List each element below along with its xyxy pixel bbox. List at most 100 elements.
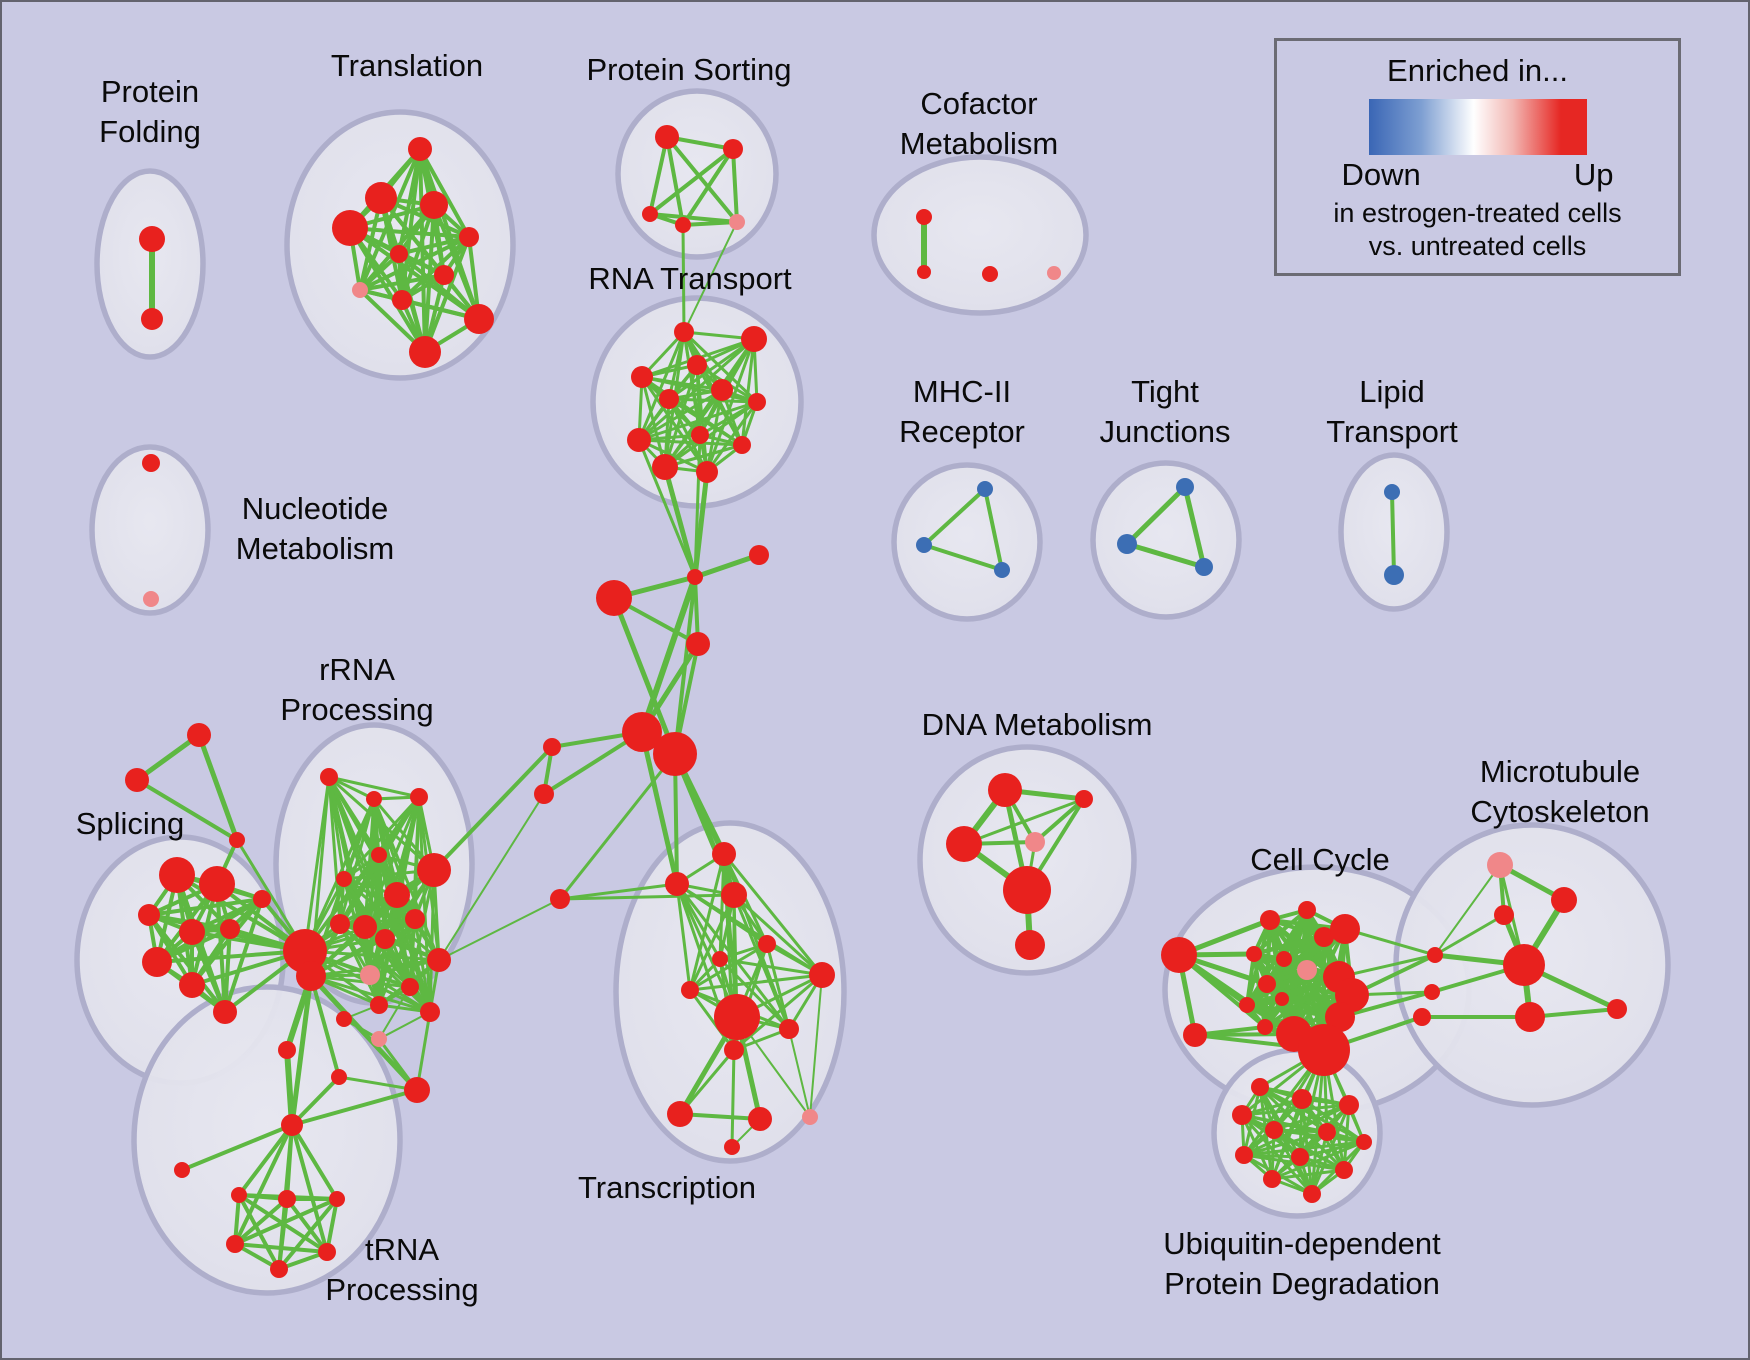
node[interactable] [1239,997,1255,1013]
node[interactable] [1607,999,1627,1019]
edge[interactable] [648,147,735,216]
node[interactable] [1318,1123,1336,1141]
node[interactable] [1195,558,1213,576]
edge[interactable] [432,745,554,872]
node[interactable] [1275,992,1289,1006]
edge[interactable] [672,751,737,898]
edge[interactable] [1176,952,1297,1037]
edge[interactable] [290,1123,339,1201]
edge[interactable] [400,235,471,302]
edge[interactable] [428,868,436,1014]
edge[interactable] [237,1123,294,1197]
edge[interactable] [788,1028,811,1118]
edge[interactable] [395,893,412,989]
edge[interactable] [558,752,677,901]
node[interactable] [642,206,658,222]
node[interactable] [1117,534,1137,554]
node[interactable] [278,1041,296,1059]
node[interactable] [667,1101,693,1127]
node[interactable] [1330,914,1360,944]
node[interactable] [179,972,205,998]
edge[interactable] [277,1197,339,1271]
node[interactable] [675,217,691,233]
node[interactable] [329,1191,345,1207]
node[interactable] [1325,1002,1355,1032]
edge[interactable] [1033,797,1086,844]
node[interactable] [409,336,441,368]
edge[interactable] [309,974,432,1014]
edge[interactable] [639,729,680,887]
node[interactable] [336,871,352,887]
node[interactable] [1025,832,1045,852]
node[interactable] [1265,1121,1283,1139]
edge[interactable] [665,135,739,224]
node[interactable] [199,866,235,902]
edge[interactable] [637,388,724,442]
node[interactable] [543,738,561,756]
edge[interactable] [290,1088,419,1127]
edge[interactable] [1240,1103,1351,1117]
node[interactable] [371,847,387,863]
edge[interactable] [1338,990,1434,1019]
node[interactable] [1298,1024,1350,1076]
node[interactable] [213,1000,237,1024]
edge[interactable] [147,897,264,917]
node[interactable] [733,436,751,454]
edge[interactable] [662,464,698,580]
node[interactable] [652,454,678,480]
edge[interactable] [983,487,1004,572]
edge[interactable] [1252,908,1309,956]
node[interactable] [1339,1095,1359,1115]
node[interactable] [1183,1023,1207,1047]
edge[interactable] [338,797,376,926]
node[interactable] [220,919,240,939]
node[interactable] [139,226,165,252]
node[interactable] [253,890,271,908]
node[interactable] [631,366,653,388]
edge[interactable] [611,595,678,757]
edge[interactable] [342,795,421,881]
node[interactable] [434,265,454,285]
node[interactable] [1487,852,1513,878]
edge[interactable] [1433,913,1506,957]
node[interactable] [125,768,149,792]
edge[interactable] [648,212,739,224]
edge[interactable] [277,1197,289,1271]
node[interactable] [691,426,709,444]
node[interactable] [711,379,733,401]
edge[interactable] [290,1075,341,1127]
edge[interactable] [1124,484,1188,547]
node[interactable] [352,282,368,298]
edge[interactable] [233,1242,329,1254]
edge[interactable] [922,543,1004,572]
node[interactable] [1503,944,1545,986]
node[interactable] [1075,790,1093,808]
node[interactable] [392,290,412,310]
edge[interactable] [688,988,736,1052]
node[interactable] [336,1011,352,1027]
edge[interactable] [397,252,481,321]
node[interactable] [420,1002,440,1022]
edge[interactable] [678,1112,762,1121]
edge[interactable] [1343,927,1437,957]
edge[interactable] [233,1123,294,1246]
node[interactable] [659,389,679,409]
edge[interactable] [190,897,264,987]
edge[interactable] [368,917,417,977]
node[interactable] [427,948,451,972]
edge[interactable] [705,337,756,474]
node[interactable] [724,1139,740,1155]
edge[interactable] [327,775,342,926]
node[interactable] [410,788,428,806]
node[interactable] [916,537,932,553]
node[interactable] [809,962,835,988]
node[interactable] [1298,901,1316,919]
edge[interactable] [383,937,432,1014]
node[interactable] [724,1040,744,1060]
node[interactable] [330,914,350,934]
node[interactable] [946,826,982,862]
node[interactable] [1413,1008,1431,1026]
node[interactable] [1297,960,1317,980]
edge[interactable] [663,400,759,469]
edge[interactable] [663,443,744,469]
